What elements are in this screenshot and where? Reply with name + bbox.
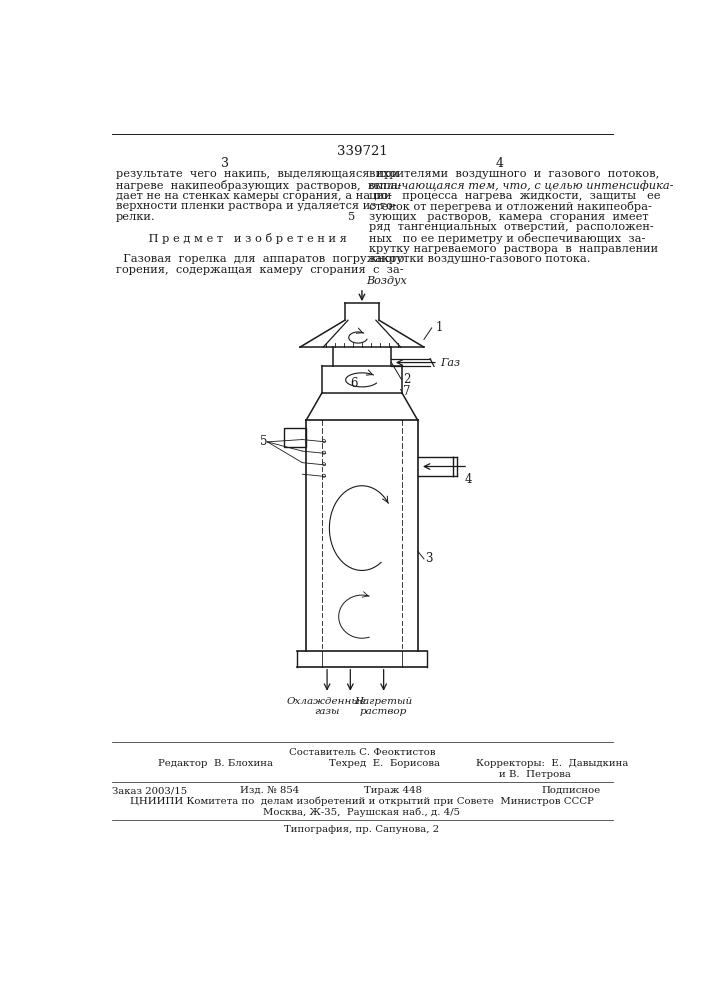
Text: 2: 2 bbox=[403, 373, 410, 386]
Text: П р е д м е т   и з о б р е т е н и я: П р е д м е т и з о б р е т е н и я bbox=[115, 233, 346, 244]
Text: верхности пленки раствора и удаляется из го-: верхности пленки раствора и удаляется из… bbox=[115, 201, 396, 211]
Text: и В.  Петрова: и В. Петрова bbox=[499, 770, 571, 779]
Text: нагреве  накипеобразующих  растворов,  выпа-: нагреве накипеобразующих растворов, выпа… bbox=[115, 180, 401, 191]
Text: крутку нагреваемого  раствора  в  направлении: крутку нагреваемого раствора в направлен… bbox=[369, 244, 658, 254]
Text: Москва, Ж-35,  Раушская наб., д. 4/5: Москва, Ж-35, Раушская наб., д. 4/5 bbox=[264, 808, 460, 817]
Text: ных   по ее периметру и обеспечивающих  за-: ных по ее периметру и обеспечивающих за- bbox=[369, 233, 645, 244]
Text: 6: 6 bbox=[351, 377, 358, 390]
Text: Корректоры:  Е.  Давыдкина: Корректоры: Е. Давыдкина bbox=[476, 759, 629, 768]
Text: Техред  Е.  Борисова: Техред Е. Борисова bbox=[329, 759, 440, 768]
Text: 7: 7 bbox=[403, 385, 411, 398]
Text: 1: 1 bbox=[436, 321, 443, 334]
Text: Составитель С. Феоктистов: Составитель С. Феоктистов bbox=[288, 748, 436, 757]
Text: 5: 5 bbox=[348, 212, 355, 222]
Text: Газовая  горелка  для  аппаратов  погружного: Газовая горелка для аппаратов погружного bbox=[115, 254, 404, 264]
Text: зующих   растворов,  камера  сгорания  имеет: зующих растворов, камера сгорания имеет bbox=[369, 212, 648, 222]
Text: Подписное: Подписное bbox=[542, 786, 601, 795]
Text: горения,  содержащая  камеру  сгорания  с  за-: горения, содержащая камеру сгорания с за… bbox=[115, 265, 403, 275]
Text: результате  чего  накипь,  выделяющаяся  при: результате чего накипь, выделяющаяся при bbox=[115, 169, 399, 179]
Text: 339721: 339721 bbox=[337, 145, 387, 158]
Text: ции   процесса  нагрева  жидкости,  защиты   ее: ции процесса нагрева жидкости, защиты ее bbox=[369, 191, 660, 201]
Text: 3: 3 bbox=[221, 157, 229, 170]
Text: отличающаяся тем, что, с целью интенсифика-: отличающаяся тем, что, с целью интенсифи… bbox=[369, 180, 674, 191]
Text: Тираж 448: Тираж 448 bbox=[363, 786, 421, 795]
Text: Нагретый: Нагретый bbox=[355, 698, 413, 706]
Text: Охлажденные: Охлажденные bbox=[287, 698, 367, 706]
Text: ЦНИИПИ Комитета по  делам изобретений и открытий при Совете  Министров СССР: ЦНИИПИ Комитета по делам изобретений и о… bbox=[130, 797, 594, 806]
Text: релки.: релки. bbox=[115, 212, 155, 222]
Text: Типография, пр. Сапунова, 2: Типография, пр. Сапунова, 2 bbox=[284, 825, 440, 834]
Text: 4: 4 bbox=[464, 473, 472, 486]
Text: вихрителями  воздушного  и  газового  потоков,: вихрителями воздушного и газового потоко… bbox=[369, 169, 659, 179]
Text: Редактор  В. Блохина: Редактор В. Блохина bbox=[158, 759, 273, 768]
Text: дает не на стенках камеры сгорания, а на по-: дает не на стенках камеры сгорания, а на… bbox=[115, 191, 392, 201]
Text: Воздух: Воздух bbox=[366, 276, 407, 286]
Text: Газ: Газ bbox=[440, 358, 460, 368]
Text: Изд. № 854: Изд. № 854 bbox=[240, 786, 299, 795]
Text: ряд  тангенциальных  отверстий,  расположен-: ряд тангенциальных отверстий, расположен… bbox=[369, 222, 654, 232]
Text: 5: 5 bbox=[260, 435, 267, 448]
Text: Заказ 2003/15: Заказ 2003/15 bbox=[112, 786, 187, 795]
Bar bbox=[284, 428, 306, 447]
Text: закрутки воздушно-газового потока.: закрутки воздушно-газового потока. bbox=[369, 254, 590, 264]
Text: раствор: раствор bbox=[360, 707, 407, 716]
Text: стенок от перегрева и отложений накипеобра-: стенок от перегрева и отложений накипеоб… bbox=[369, 201, 652, 212]
Text: 4: 4 bbox=[495, 157, 503, 170]
Text: газы: газы bbox=[315, 707, 340, 716]
Text: 3: 3 bbox=[426, 552, 433, 565]
